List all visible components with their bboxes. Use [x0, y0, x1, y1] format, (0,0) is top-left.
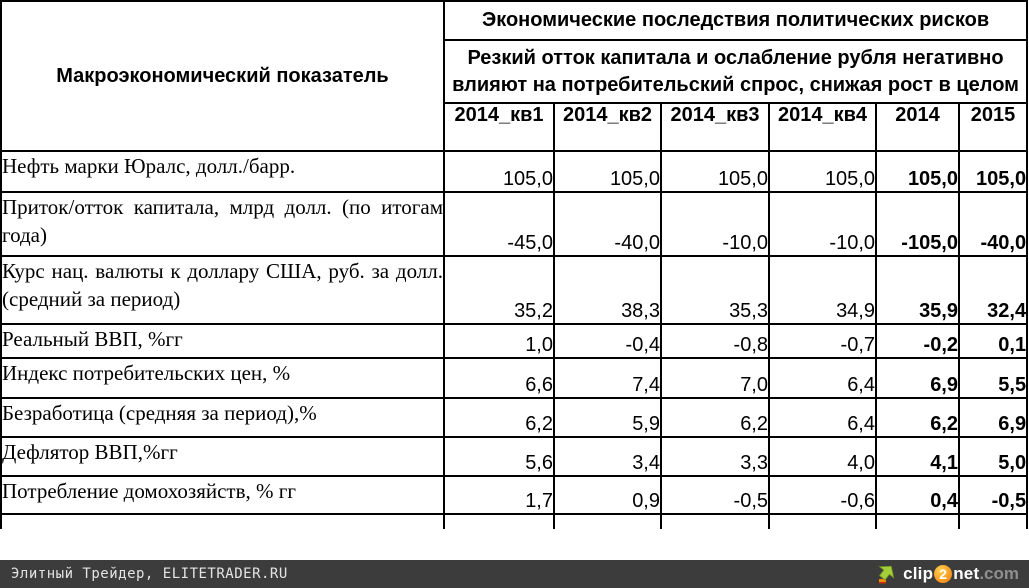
cell-value: -0,8: [660, 323, 770, 359]
cell-value: 5,0: [957, 436, 1029, 477]
column-header: 2014_кв3: [660, 102, 770, 152]
cell-value: 105,0: [957, 150, 1029, 193]
cell-value: 3,4: [553, 436, 662, 477]
capture-footer-bar: Элитный Трейдер, ELITETRADER.RU clip 2 net…: [0, 560, 1029, 588]
cell-value: 6,4: [768, 357, 877, 399]
row-label: Приток/отток капитала, млрд долл. (по ит…: [0, 191, 445, 257]
cell-value: 35,9: [875, 255, 960, 325]
table-row: Потребление домохозяйств, % гг 1,7 0,9 -0,5…: [0, 475, 1029, 515]
upload-arrow-icon: [878, 565, 895, 584]
cell-value: -105,0: [875, 191, 960, 257]
table-row: Индекс потребительских цен, % 6,6 7,4 7,0 6,…: [0, 357, 1029, 399]
row-label: Безработица (средняя за период),%: [0, 397, 445, 438]
cell-value: -0,4: [553, 323, 662, 359]
cell-value: 6,4: [768, 397, 877, 438]
row-label: Дефлятор ВВП,%гг: [0, 436, 445, 477]
cell-value: 35,2: [443, 255, 555, 325]
cell-value: -10,0: [768, 191, 877, 257]
subtitle-row: Резкий отток капитала и ослабление рубля…: [1, 39, 1029, 104]
partial-cell: [875, 513, 960, 529]
cell-value: 6,2: [875, 397, 960, 438]
corner-header: Макроэкономический показатель: [0, 0, 445, 152]
cell-value: 105,0: [768, 150, 877, 193]
cell-value: 34,9: [768, 255, 877, 325]
cell-value: 3,3: [660, 436, 770, 477]
partial-cell: [768, 513, 877, 529]
title-row: Макроэкономический показатель Экономичес…: [0, 0, 1029, 152]
table-row: Приток/отток капитала, млрд долл. (по ит…: [0, 191, 1029, 257]
cell-value: 105,0: [553, 150, 662, 193]
partial-cell: [443, 513, 555, 529]
logo-dotcom-text: .com: [979, 564, 1019, 583]
column-header: 2014_кв2: [553, 102, 662, 152]
scenario-title: Экономические последствия политических р…: [442, 0, 1029, 41]
partial-cell: [553, 513, 662, 529]
cell-value: 6,9: [875, 357, 960, 399]
clip2net-logo[interactable]: clip 2 net .com: [876, 564, 1019, 584]
cell-value: 5,9: [553, 397, 662, 438]
column-header: 2015: [957, 102, 1029, 152]
cell-value: 32,4: [957, 255, 1029, 325]
table-row: Дефлятор ВВП,%гг 5,6 3,4 3,3 4,0 4,1 5,0: [0, 436, 1029, 477]
logo-clip-text: clip: [903, 564, 934, 583]
cell-value: -40,0: [553, 191, 662, 257]
cell-value: -10,0: [660, 191, 770, 257]
cell-value: 105,0: [875, 150, 960, 193]
cell-value: 105,0: [443, 150, 555, 193]
column-header: 2014: [875, 102, 960, 152]
cell-value: -40,0: [957, 191, 1029, 257]
cell-value: 6,2: [660, 397, 770, 438]
source-credit: Элитный Трейдер, ELITETRADER.RU: [11, 566, 288, 582]
cell-value: 0,9: [553, 475, 662, 515]
row-label: Индекс потребительских цен, %: [0, 357, 445, 399]
logo-net-text: net: [953, 564, 980, 583]
cell-value: 105,0: [660, 150, 770, 193]
row-label: Курс нац. валюты к доллару США, руб. за …: [0, 255, 445, 325]
partial-cell: [0, 513, 445, 529]
cell-value: 1,7: [443, 475, 555, 515]
row-label: Потребление домохозяйств, % гг: [0, 475, 445, 515]
table-row: Безработица (средняя за период),% 6,2 5,9 6…: [0, 397, 1029, 438]
partial-cell: [957, 513, 1029, 529]
cell-value: 5,5: [957, 357, 1029, 399]
column-header-row: 2014_кв1 2014_кв2 2014_кв3 2014_кв4 2014 2015: [1, 102, 1029, 152]
table-row: Нефть марки Юралс, долл./барр. 105,0 105,0…: [0, 150, 1029, 193]
table-row: Курс нац. валюты к доллару США, руб. за …: [0, 255, 1029, 325]
table-row: Реальный ВВП, %гг 1,0 -0,4 -0,8 -0,7 -0,2 0,1: [0, 323, 1029, 359]
cell-value: 6,9: [957, 397, 1029, 438]
cell-value: 5,6: [443, 436, 555, 477]
column-header: 2014_кв1: [443, 102, 555, 152]
row-label: Реальный ВВП, %гг: [0, 323, 445, 359]
cell-value: 0,4: [875, 475, 960, 515]
cell-value: 7,0: [660, 357, 770, 399]
macro-indicators-table: Макроэкономический показатель Экономичес…: [0, 0, 1029, 529]
cell-value: 4,1: [875, 436, 960, 477]
cell-value: 4,0: [768, 436, 877, 477]
cell-value: -0,5: [957, 475, 1029, 515]
cell-value: 38,3: [553, 255, 662, 325]
cell-value: 35,3: [660, 255, 770, 325]
cell-value: -0,2: [875, 323, 960, 359]
cell-value: 1,0: [443, 323, 555, 359]
logo-two-badge: 2: [934, 565, 953, 583]
scenario-subtitle: Резкий отток капитала и ослабление рубля…: [442, 39, 1029, 104]
column-header: 2014_кв4: [768, 102, 877, 152]
cell-value: -0,5: [660, 475, 770, 515]
cell-value: 6,6: [443, 357, 555, 399]
cell-value: 0,1: [957, 323, 1029, 359]
cell-value: -0,6: [768, 475, 877, 515]
cell-value: 6,2: [443, 397, 555, 438]
cell-value: -0,7: [768, 323, 877, 359]
cell-value: 7,4: [553, 357, 662, 399]
partial-row: [0, 513, 1029, 529]
row-label: Нефть марки Юралс, долл./барр.: [0, 150, 445, 193]
cell-value: -45,0: [443, 191, 555, 257]
partial-cell: [660, 513, 770, 529]
